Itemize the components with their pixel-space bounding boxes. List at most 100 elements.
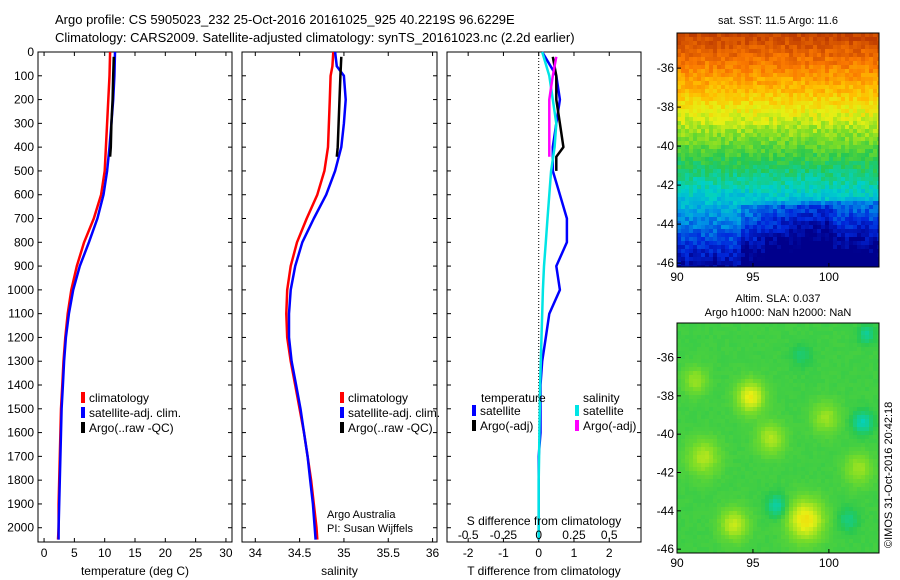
sst-map-cell	[773, 33, 778, 38]
sst-map-cell	[801, 257, 806, 262]
sla-map-cell	[757, 415, 762, 420]
sla-map-cell	[697, 355, 702, 360]
sst-map-cell	[757, 189, 762, 194]
sst-map-cell	[825, 153, 830, 158]
sst-map-cell	[865, 133, 870, 138]
sla-map-cell	[693, 375, 698, 380]
sst-map-cell	[677, 205, 682, 210]
sst-map-cell	[773, 141, 778, 146]
sla-map-cell	[737, 375, 742, 380]
sst-map-cell	[869, 117, 874, 122]
sla-map-cell	[829, 375, 834, 380]
sla-map-cell	[681, 447, 686, 452]
sst-map-cell	[837, 197, 842, 202]
sst-map-cell	[821, 221, 826, 226]
sla-map-cell	[745, 395, 750, 400]
sla-map-cell	[677, 363, 682, 368]
sst-map-cell	[777, 145, 782, 150]
sla-map-cell	[829, 403, 834, 408]
sla-map-cell	[705, 411, 710, 416]
sla-map-cell	[849, 363, 854, 368]
sla-map-cell	[701, 431, 706, 436]
sla-map-cell	[765, 395, 770, 400]
sst-map-cell	[709, 161, 714, 166]
sla-map-cell	[841, 439, 846, 444]
sla-map-cell	[789, 343, 794, 348]
sla-map-cell	[685, 423, 690, 428]
sst-map-cell	[821, 149, 826, 154]
sst-map-cell	[769, 161, 774, 166]
sla-map-cell	[749, 383, 754, 388]
sla-map-cell	[793, 431, 798, 436]
sst-map-cell	[713, 133, 718, 138]
sst-map-cell	[765, 197, 770, 202]
sla-map-cell	[857, 355, 862, 360]
sla-map-cell	[789, 447, 794, 452]
sst-map-cell	[753, 113, 758, 118]
sla-map-cell	[861, 347, 866, 352]
sst-map-cell	[837, 73, 842, 78]
sla-map-cell	[805, 375, 810, 380]
sla-map-cell	[693, 371, 698, 376]
sla-map-cell	[709, 411, 714, 416]
sst-map-cell	[749, 237, 754, 242]
sst-map-cell	[817, 157, 822, 162]
sla-map-cell	[697, 447, 702, 452]
sla-map-cell	[781, 399, 786, 404]
sst-map-cell	[697, 177, 702, 182]
sla-map-cell	[845, 347, 850, 352]
sla-map-cell	[701, 411, 706, 416]
sst-map-cell	[741, 241, 746, 246]
sst-map-cell	[809, 105, 814, 110]
sla-map-cell	[701, 347, 706, 352]
sla-map-cell	[793, 435, 798, 440]
sst-map-cell	[877, 117, 880, 122]
sst-map-cell	[769, 37, 774, 42]
sst-map-cell	[801, 37, 806, 42]
sst-map-cell	[797, 205, 802, 210]
sst-map-cell	[749, 177, 754, 182]
sla-map-cell	[725, 415, 730, 420]
sla-map-cell	[825, 443, 830, 448]
sla-map-cell	[693, 415, 698, 420]
sst-map-cell	[849, 57, 854, 62]
sla-map-cell	[785, 383, 790, 388]
temperature-xtick-label: 5	[71, 546, 78, 560]
sst-map-cell	[753, 49, 758, 54]
sst-map-cell	[861, 121, 866, 126]
sst-map-cell	[865, 265, 870, 268]
sst-map-cell	[733, 149, 738, 154]
sst-map-cell	[849, 105, 854, 110]
sst-map-cell	[753, 141, 758, 146]
sst-map-cell	[849, 77, 854, 82]
sla-map-cell	[701, 367, 706, 372]
sst-map-cell	[869, 185, 874, 190]
sst-map-cell	[693, 213, 698, 218]
sla-map-cell	[825, 455, 830, 460]
sst-map-cell	[733, 241, 738, 246]
sla-map-cell	[757, 419, 762, 424]
sst-map-cell	[777, 85, 782, 90]
sla-map-cell	[825, 339, 830, 344]
sst-map-cell	[829, 193, 834, 198]
sst-map-cell	[813, 65, 818, 70]
temperature-series-line	[108, 56, 116, 157]
sst-map-cell	[821, 101, 826, 106]
sla-map-cell	[689, 451, 694, 456]
sst-map-cell	[873, 69, 878, 74]
sst-map-cell	[813, 117, 818, 122]
sla-map-cell	[873, 415, 878, 420]
sla-map-cell	[789, 375, 794, 380]
sst-map-cell	[869, 149, 874, 154]
sla-map-cell	[849, 395, 854, 400]
sst-map-cell	[849, 149, 854, 154]
sst-map-cell	[817, 233, 822, 238]
sst-map-cell	[757, 89, 762, 94]
sst-map-cell	[829, 141, 834, 146]
sst-map-cell	[709, 253, 714, 258]
sla-map-cell	[801, 335, 806, 340]
sla-map-cell	[761, 411, 766, 416]
sst-map-cell	[729, 245, 734, 250]
sst-map-cell	[705, 257, 710, 262]
sla-map-cell	[761, 379, 766, 384]
